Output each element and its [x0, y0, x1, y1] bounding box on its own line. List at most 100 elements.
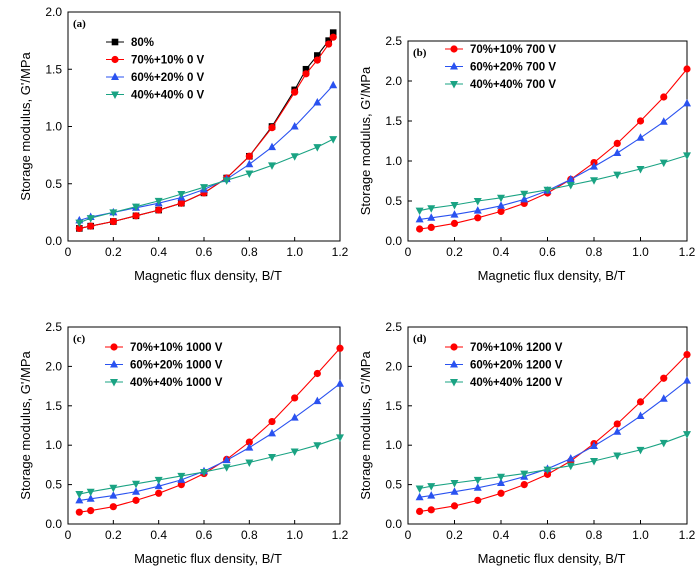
- data-point: [659, 117, 668, 125]
- data-point: [329, 80, 338, 89]
- data-point: [109, 503, 117, 511]
- y-tick-label: 0.5: [45, 478, 62, 492]
- legend-marker: [111, 38, 119, 46]
- data-point: [683, 431, 691, 439]
- data-point: [636, 133, 645, 141]
- x-tick-label: 0.2: [105, 245, 122, 259]
- data-point: [450, 202, 459, 210]
- data-point: [86, 215, 95, 223]
- legend-marker: [450, 379, 458, 387]
- data-point: [497, 478, 505, 487]
- x-tick-label: 0: [405, 245, 412, 259]
- x-tick-label: 0.8: [586, 245, 603, 259]
- x-axis-title: Magnetic flux density, B/T: [134, 268, 282, 283]
- data-point: [497, 473, 505, 482]
- data-point: [245, 159, 254, 168]
- data-point: [177, 199, 185, 207]
- data-point: [245, 170, 254, 178]
- data-point: [290, 153, 299, 161]
- data-point: [75, 491, 84, 499]
- data-point: [543, 466, 552, 475]
- data-point: [450, 210, 459, 218]
- data-point: [474, 214, 482, 222]
- data-point: [86, 494, 95, 502]
- data-point: [313, 144, 322, 152]
- y-tick-label: 0.0: [45, 517, 62, 531]
- y-tick-label: 1.0: [385, 438, 402, 452]
- y-tick-label: 0.5: [45, 177, 62, 191]
- data-point: [450, 480, 459, 488]
- data-point: [200, 184, 208, 192]
- data-point: [450, 487, 459, 495]
- data-point: [660, 374, 668, 382]
- x-tick-label: 0.4: [150, 245, 167, 259]
- data-point: [415, 492, 424, 501]
- data-point: [314, 52, 321, 59]
- data-point: [245, 152, 253, 160]
- data-point: [200, 468, 208, 477]
- data-point: [75, 495, 84, 504]
- data-point: [313, 97, 322, 106]
- data-point: [329, 33, 337, 41]
- x-tick-label: 0.2: [446, 245, 463, 259]
- data-point: [636, 446, 645, 455]
- data-point: [109, 217, 117, 226]
- data-point: [683, 65, 691, 73]
- x-tick-label: 0.6: [196, 245, 213, 259]
- y-tick-label: 0.5: [385, 478, 402, 492]
- data-point: [659, 439, 668, 448]
- data-point: [290, 448, 299, 457]
- legend-marker: [450, 81, 458, 89]
- y-tick-label: 2.0: [385, 359, 402, 373]
- x-tick-label: 1.2: [332, 528, 349, 542]
- data-point: [313, 369, 321, 378]
- x-tick-label: 0.8: [586, 528, 603, 542]
- data-point: [75, 219, 84, 228]
- panel-b: 0 0.2 0.4 0.6 0.8 1.0 1.2 0.0 0.5 1.0 1.5 2.0 2.5 Mag…: [358, 34, 696, 283]
- data-point: [245, 459, 254, 468]
- legend-label: 80%: [131, 37, 154, 49]
- data-point: [109, 209, 118, 217]
- legend-marker: [450, 45, 458, 53]
- data-point: [329, 29, 337, 36]
- data-point: [329, 136, 338, 144]
- x-tick-label: 1.2: [332, 245, 349, 259]
- legend-label: 70%+10% 0 V: [131, 55, 205, 67]
- legend-marker: [450, 62, 458, 70]
- series-3: [75, 136, 338, 228]
- data-point: [155, 206, 163, 214]
- x-axis-title: Magnetic flux density, B/T: [478, 551, 626, 566]
- y-tick-label: 1.0: [385, 154, 402, 168]
- data-point: [245, 438, 253, 446]
- data-point: [636, 398, 645, 406]
- y-axis-title: Storage modulus, G'/MPa: [358, 351, 373, 500]
- series-2: [75, 434, 344, 499]
- legend-label: 40%+40% 1200 V: [470, 377, 563, 389]
- y-tick-label: 1.5: [385, 114, 402, 128]
- data-point: [660, 93, 668, 101]
- data-point: [450, 502, 459, 510]
- data-point: [132, 212, 140, 220]
- data-point: [497, 201, 505, 209]
- data-point: [177, 472, 186, 481]
- data-point: [87, 507, 95, 515]
- data-point: [155, 489, 163, 497]
- legend-marker: [111, 55, 119, 64]
- data-point: [415, 485, 424, 494]
- data-point: [520, 470, 529, 479]
- data-point: [154, 481, 163, 490]
- data-point: [613, 139, 621, 147]
- data-point: [132, 496, 140, 504]
- legend-marker: [110, 379, 118, 387]
- data-point: [336, 434, 344, 442]
- data-point: [520, 190, 529, 199]
- data-point: [132, 203, 140, 212]
- data-point: [268, 142, 276, 151]
- data-point: [566, 174, 575, 183]
- data-point: [636, 117, 645, 125]
- data-point: [473, 476, 482, 485]
- data-point: [177, 191, 186, 199]
- data-point: [683, 98, 691, 107]
- panel-label: (c): [73, 333, 86, 345]
